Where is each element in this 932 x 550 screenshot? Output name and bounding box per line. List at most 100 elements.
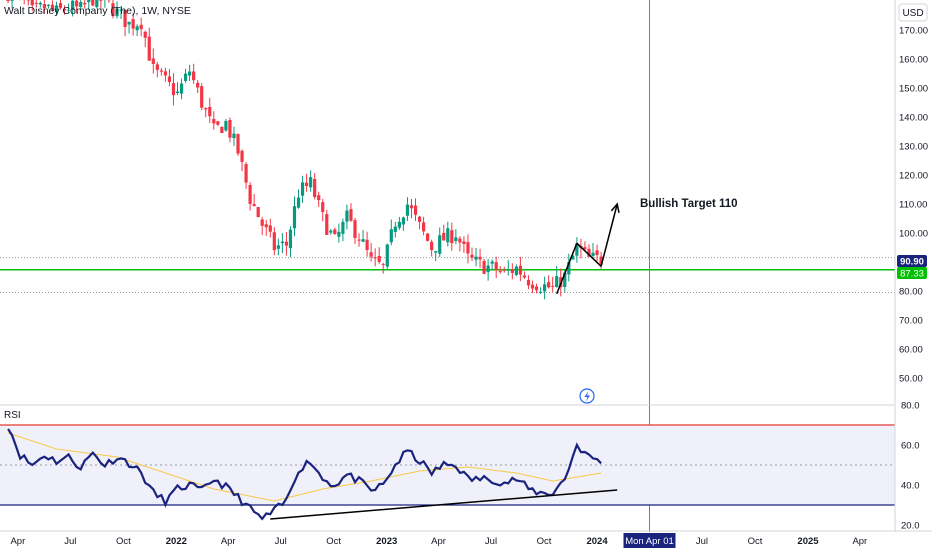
candle-body [413, 205, 418, 215]
time-tick-label: Jul [275, 536, 287, 547]
candle-body [119, 9, 123, 11]
candle-body [188, 71, 192, 76]
time-tick-label: 2022 [166, 536, 187, 547]
time-tick-label: Oct [326, 536, 341, 547]
candle-body [506, 269, 510, 271]
currency-label: USD [902, 8, 923, 19]
candle-body [450, 230, 454, 244]
candle-body [482, 260, 486, 274]
candle-body [179, 83, 184, 94]
time-tick-label: Oct [748, 536, 763, 547]
candle-body [563, 272, 567, 288]
rsi-pane[interactable] [0, 424, 895, 521]
time-tick-label: 2023 [376, 536, 397, 547]
candle-body [175, 91, 180, 94]
target-annotation: Bullish Target 110 [640, 198, 738, 210]
candle-body [502, 269, 506, 271]
candle-body [498, 271, 502, 273]
candle-body [143, 31, 147, 38]
candle-body [567, 262, 571, 275]
candle-body [236, 134, 240, 154]
candle-body [446, 228, 450, 243]
price-tick-label: 110.00 [899, 200, 927, 211]
candle-body [466, 242, 470, 254]
cursor-date-tag [623, 533, 676, 548]
time-tick-label: Oct [537, 536, 552, 547]
candle-body [87, 0, 91, 3]
candle-body [99, 0, 103, 1]
candle-body [252, 204, 256, 206]
currency-box[interactable] [898, 3, 928, 22]
current-price-label: 90.90 [900, 257, 924, 268]
candle-body [490, 261, 494, 264]
candle-body [434, 251, 438, 253]
candle-body [111, 3, 115, 17]
lightning-icon[interactable] [579, 388, 595, 404]
candle-body [421, 222, 426, 232]
candle-body [458, 238, 462, 243]
candle-body [296, 197, 301, 208]
candle-body [34, 2, 38, 4]
candle-body [272, 232, 276, 251]
candle-body [478, 256, 482, 260]
candle-body [208, 106, 212, 117]
price-tick-label: 100.00 [899, 229, 928, 240]
candle-body [276, 245, 280, 249]
candle-body [591, 252, 595, 256]
candle-body [438, 235, 442, 254]
arrow-head [610, 202, 620, 213]
candle-body [10, 0, 14, 1]
price-tick-label: 60.00 [899, 345, 923, 356]
candle-body [486, 265, 490, 273]
price-pane[interactable] [0, 0, 895, 532]
projection-arrow[interactable] [600, 203, 618, 267]
candle-body [232, 133, 236, 139]
candle-body [551, 285, 555, 287]
price-tick-label: 130.00 [899, 142, 928, 153]
candle-body [470, 254, 474, 258]
candle-body [353, 220, 357, 239]
candle-body [288, 229, 293, 249]
candle-body [313, 179, 317, 198]
candle-body [204, 108, 208, 110]
candle-body [216, 121, 220, 125]
candle-body [71, 0, 75, 10]
candle-body [131, 19, 135, 29]
candle-body [381, 263, 385, 265]
candle-body [510, 269, 514, 273]
candle-body [244, 164, 248, 183]
candle-body [417, 216, 422, 222]
candle-body [300, 182, 305, 196]
candles[interactable] [6, 0, 603, 300]
price-tick-label: 160.00 [899, 55, 928, 66]
candle-body [526, 280, 531, 286]
trendline-up[interactable] [556, 242, 578, 295]
price-tick-label: 120.00 [899, 171, 928, 182]
candle-body [494, 262, 498, 271]
candle-body [83, 2, 87, 5]
candle-body [75, 0, 79, 7]
candle-body [91, 0, 95, 6]
rsi-line[interactable] [7, 428, 602, 521]
candle-body [135, 26, 139, 31]
candle-body [167, 76, 172, 82]
candle-body [46, 4, 51, 6]
time-tick-label: 2025 [797, 536, 819, 547]
candle-body [518, 265, 523, 275]
candle-body [377, 255, 381, 262]
candle-body [58, 3, 63, 8]
candle-body [405, 204, 410, 216]
candle-body [183, 73, 188, 81]
candle-body [240, 150, 244, 162]
candle-body [393, 226, 397, 232]
time-tick-label: Jul [485, 536, 497, 547]
trendline-down[interactable] [576, 242, 602, 267]
candle-body [587, 248, 591, 257]
candle-body [426, 233, 430, 241]
rsi-trendline[interactable] [270, 489, 618, 520]
candle-body [547, 282, 551, 288]
candle-body [341, 221, 345, 234]
price-tick-label: 150.00 [899, 84, 928, 95]
price-tick-label: 80.00 [899, 287, 923, 298]
